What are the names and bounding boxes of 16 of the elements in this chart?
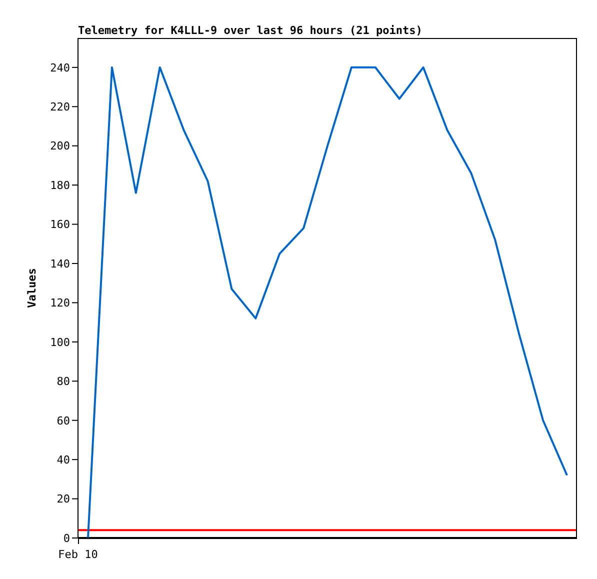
y-tick-label: 0 — [63, 532, 70, 545]
y-tick-label: 100 — [50, 336, 70, 349]
chart-title: Telemetry for K4LLL-9 over last 96 hours (21 points) — [78, 24, 422, 37]
y-tick-label: 180 — [50, 178, 70, 192]
y-tick-label: 20 — [56, 492, 70, 506]
y-tick-label: 80 — [56, 375, 70, 388]
y-tick-label: 40 — [56, 453, 70, 466]
y-tick-label: 60 — [56, 414, 70, 428]
y-tick-label: 160 — [50, 218, 70, 232]
text: Feb 10 — [58, 548, 98, 561]
y-axis-title: Values — [26, 268, 38, 308]
y-tick-label: 220 — [50, 100, 70, 114]
y-tick-label: 200 — [50, 140, 70, 153]
y-tick-label: 140 — [50, 257, 70, 270]
y-tick-label: 120 — [50, 296, 70, 310]
y-tick-label: 240 — [50, 61, 70, 74]
